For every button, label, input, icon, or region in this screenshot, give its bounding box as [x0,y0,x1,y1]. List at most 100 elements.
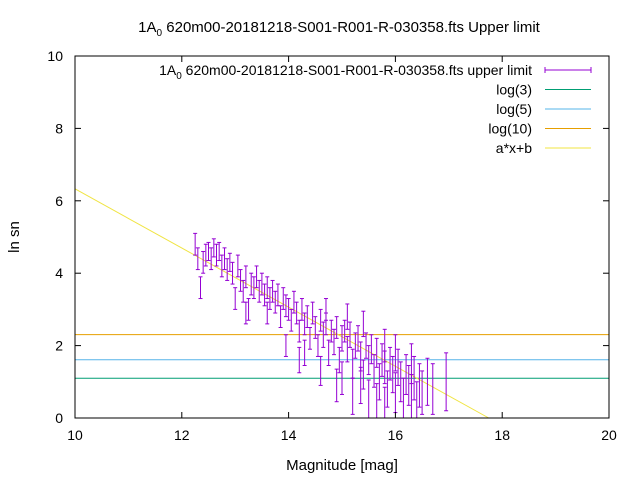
data-point [302,312,307,336]
y-tick-label: 4 [55,265,63,281]
data-point [299,298,304,321]
data-point [310,301,315,325]
data-point [193,232,198,256]
data-point [307,327,312,350]
data-point [243,265,248,289]
y-tick-label: 8 [55,120,63,136]
data-point [225,258,230,281]
data-point [214,243,219,267]
data-point [211,238,216,258]
data-point [323,298,328,321]
data-point [412,355,417,401]
y-tick-label: 6 [55,193,63,209]
data-point [254,265,259,289]
data-point [283,294,288,318]
data-point [222,247,227,271]
data-point [374,337,379,368]
data-point [366,345,371,376]
data-point [251,276,256,300]
data-point [273,290,278,314]
data-point [393,334,398,372]
data-point [404,354,409,395]
axes: 10 12 14 16 18 20 0 2 4 6 8 10 [47,48,617,443]
data-point [265,276,270,300]
data-point [302,339,307,367]
data-point [235,254,240,278]
data-point [321,321,326,348]
data-point [331,328,336,356]
data-point [201,250,206,274]
data-point [409,343,414,385]
data-point [243,301,248,325]
data-point [297,346,302,374]
data-point [337,346,342,374]
data-point [380,343,385,377]
data-point [265,301,270,325]
data-point [353,332,358,359]
data-point [313,316,318,339]
data-point [396,348,401,386]
data-point [230,261,235,285]
legend: 1A0 620m00-20181218-S001-R001-R-030358.f… [159,62,592,156]
data-point [326,339,331,367]
data-point [382,328,387,363]
data-point [364,332,369,359]
legend-label: 1A0 620m00-20181218-S001-R001-R-030358.f… [159,62,532,82]
data-point [366,379,371,419]
fit-line [74,188,489,419]
data-point [377,363,382,401]
data-point [361,310,366,338]
data-point [356,325,361,352]
data-point [291,290,296,314]
y-tick-label: 10 [47,48,63,64]
x-tick-label: 14 [281,427,297,443]
data-point [209,247,214,271]
data-point [318,355,323,386]
data-point [249,272,254,296]
data-point [318,308,323,332]
data-point [286,298,291,321]
legend-label: a*x+b [496,140,532,156]
data-point [281,287,286,310]
x-tick-label: 16 [388,427,404,443]
data-point [350,348,355,379]
data-point [361,359,366,390]
data-point [219,254,224,278]
y-tick-label: 0 [55,410,63,426]
data-point [257,279,262,303]
x-tick-label: 12 [174,427,190,443]
data-point [444,352,449,412]
y-axis-label: ln sn [6,221,23,253]
data-point [398,361,403,403]
data-point [233,287,238,310]
data-point [406,365,411,406]
y-tick-label: 2 [55,338,63,354]
chart-title: 1A0 620m00-20181218-S001-R001-R-030358.f… [138,19,540,39]
data-point [340,361,344,395]
data-point [270,279,275,303]
data-point [369,334,374,365]
legend-entry: a*x+b [496,140,591,156]
data-point [401,377,406,419]
legend-entry: log(5) [496,101,591,117]
data-point [278,305,283,328]
data-point [390,355,395,394]
data-point [340,325,344,352]
plot-frame [74,55,610,419]
data-point [267,287,272,310]
data-point [417,363,422,408]
plot-area [74,188,609,419]
data-point [238,269,243,292]
data-point [203,243,208,267]
data-point [425,357,430,406]
data-point [262,283,267,307]
x-tick-label: 10 [67,427,83,443]
data-point [217,241,222,262]
data-point [289,308,294,332]
data-point [195,247,200,271]
data-point [374,383,379,419]
legend-entry: log(10) [488,121,591,137]
data-point [342,319,347,343]
data-point [259,272,264,296]
